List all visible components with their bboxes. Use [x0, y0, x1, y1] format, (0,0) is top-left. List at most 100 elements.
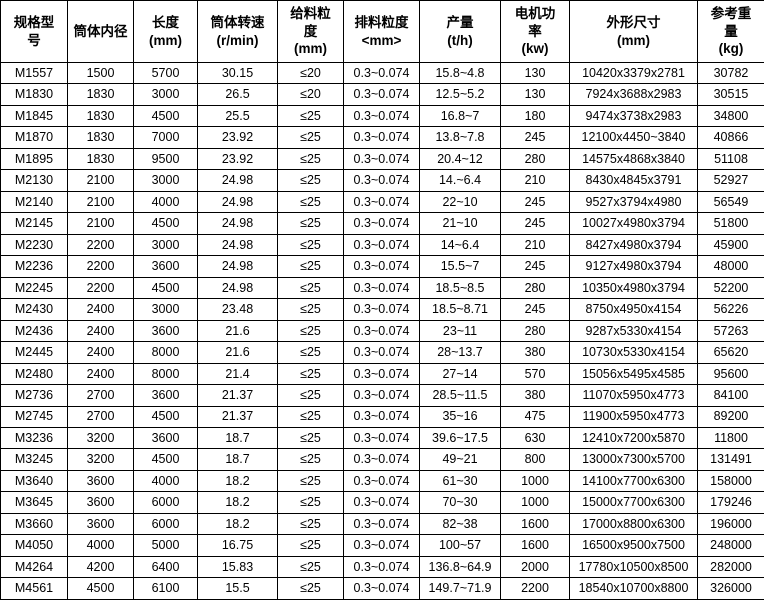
cell-feed-size: ≤25: [277, 319, 344, 343]
cell-weight: 48000: [697, 255, 764, 278]
cell-capacity: 18.5~8.5: [419, 276, 501, 300]
table-row: M3640 3600 4000 18.2 ≤25 0.3~0.074 61~30 1000 14…: [0, 469, 764, 493]
cell-feed-size: ≤25: [277, 298, 344, 321]
cell-weight: 30782: [697, 61, 764, 85]
cell-cylinder-diameter: 3600: [67, 512, 134, 536]
cell-weight: 196000: [697, 512, 764, 536]
table-row: M4264 4200 6400 15.83 ≤25 0.3~0.074 136.8~64.9…: [0, 555, 764, 579]
cell-capacity: 27~14: [419, 362, 501, 386]
cell-cylinder-diameter: 2400: [67, 362, 134, 386]
cell-model: M1870: [0, 126, 68, 149]
column-header-length: 长度 (mm): [133, 0, 198, 63]
cell-length: 4500: [133, 276, 198, 300]
cell-length: 6100: [133, 577, 198, 600]
cell-cylinder-diameter: 1830: [67, 83, 134, 106]
cell-weight: 95600: [697, 362, 764, 386]
cell-discharge-size: 0.3~0.074: [343, 255, 420, 278]
cell-weight: 30515: [697, 83, 764, 106]
cell-length: 6000: [133, 512, 198, 536]
cell-weight: 179246: [697, 491, 764, 514]
cell-motor-power: 380: [500, 341, 570, 364]
cell-length: 3600: [133, 319, 198, 343]
table-row: M3245 3200 4500 18.7 ≤25 0.3~0.074 49~21 800 130…: [0, 448, 764, 471]
cell-model: M1895: [0, 147, 68, 171]
cell-weight: 56549: [697, 190, 764, 214]
table-row: M2430 2400 3000 23.48 ≤25 0.3~0.074 18.5~8.71 2…: [0, 298, 764, 321]
cell-model: M2130: [0, 169, 68, 192]
cell-length: 5700: [133, 61, 198, 85]
cell-discharge-size: 0.3~0.074: [343, 169, 420, 192]
cell-rotation-speed: 26.5: [197, 83, 278, 106]
column-header-weight: 参考重 量 (kg): [697, 0, 764, 63]
cell-capacity: 82~38: [419, 512, 501, 536]
cell-rotation-speed: 25.5: [197, 104, 278, 128]
table-row: M4561 4500 6100 15.5 ≤25 0.3~0.074 149.7~71.9 2…: [0, 577, 764, 600]
cell-cylinder-diameter: 1500: [67, 61, 134, 85]
column-header-dimensions: 外形尺寸 (mm): [569, 0, 698, 63]
table-row: M2245 2200 4500 24.98 ≤25 0.3~0.074 18.5~8.5 28…: [0, 276, 764, 300]
cell-model: M2436: [0, 319, 68, 343]
column-header-feed-size: 给料粒 度 (mm): [277, 0, 344, 63]
header-row: 规格型 号筒体内径 长度 (mm) 筒体转速 (r/min) 给料粒 度 (mm) 排料…: [0, 0, 764, 63]
cell-capacity: 49~21: [419, 448, 501, 471]
column-header-motor-power: 电机功 率 (kw): [500, 0, 570, 63]
cell-dimensions: 9474x3738x2983: [569, 104, 698, 128]
cell-motor-power: 800: [500, 448, 570, 471]
cell-cylinder-diameter: 4500: [67, 577, 134, 600]
cell-weight: 34800: [697, 104, 764, 128]
table-row: M1830 1830 3000 26.5 ≤20 0.3~0.074 12.5~5.2 130…: [0, 83, 764, 106]
cell-rotation-speed: 24.98: [197, 255, 278, 278]
cell-feed-size: ≤25: [277, 190, 344, 214]
cell-weight: 131491: [697, 448, 764, 471]
cell-feed-size: ≤25: [277, 555, 344, 579]
cell-cylinder-diameter: 1830: [67, 147, 134, 171]
cell-motor-power: 2000: [500, 555, 570, 579]
cell-motor-power: 1000: [500, 491, 570, 514]
cell-cylinder-diameter: 1830: [67, 126, 134, 149]
cell-motor-power: 2200: [500, 577, 570, 600]
cell-dimensions: 13000x7300x5700: [569, 448, 698, 471]
cell-rotation-speed: 24.98: [197, 212, 278, 235]
cell-cylinder-diameter: 2400: [67, 319, 134, 343]
cell-model: M4264: [0, 555, 68, 579]
cell-feed-size: ≤25: [277, 469, 344, 493]
cell-dimensions: 17780x10500x8500: [569, 555, 698, 579]
cell-model: M2430: [0, 298, 68, 321]
cell-feed-size: ≤20: [277, 61, 344, 85]
cell-capacity: 22~10: [419, 190, 501, 214]
cell-rotation-speed: 24.98: [197, 169, 278, 192]
table-row: M1895 1830 9500 23.92 ≤25 0.3~0.074 20.4~12 280…: [0, 147, 764, 171]
cell-length: 8000: [133, 341, 198, 364]
cell-feed-size: ≤20: [277, 83, 344, 106]
cell-rotation-speed: 15.83: [197, 555, 278, 579]
cell-weight: 158000: [697, 469, 764, 493]
cell-weight: 51108: [697, 147, 764, 171]
cell-feed-size: ≤25: [277, 448, 344, 471]
cell-dimensions: 10730x5330x4154: [569, 341, 698, 364]
cell-cylinder-diameter: 2700: [67, 384, 134, 407]
column-header-model: 规格型 号: [0, 0, 68, 63]
cell-capacity: 18.5~8.71: [419, 298, 501, 321]
cell-discharge-size: 0.3~0.074: [343, 212, 420, 235]
cell-motor-power: 380: [500, 384, 570, 407]
cell-length: 3600: [133, 384, 198, 407]
cell-feed-size: ≤25: [277, 126, 344, 149]
cell-length: 9500: [133, 147, 198, 171]
cell-feed-size: ≤25: [277, 104, 344, 128]
cell-rotation-speed: 23.92: [197, 147, 278, 171]
cell-weight: 40866: [697, 126, 764, 149]
cell-dimensions: 9127x4980x3794: [569, 255, 698, 278]
cell-length: 3000: [133, 298, 198, 321]
cell-capacity: 70~30: [419, 491, 501, 514]
cell-capacity: 100~57: [419, 534, 501, 557]
cell-weight: 89200: [697, 405, 764, 428]
cell-motor-power: 570: [500, 362, 570, 386]
cell-discharge-size: 0.3~0.074: [343, 469, 420, 493]
cell-cylinder-diameter: 4000: [67, 534, 134, 557]
cell-weight: 52200: [697, 276, 764, 300]
cell-discharge-size: 0.3~0.074: [343, 512, 420, 536]
cell-dimensions: 12410x7200x5870: [569, 426, 698, 450]
cell-length: 4500: [133, 448, 198, 471]
cell-capacity: 149.7~71.9: [419, 577, 501, 600]
